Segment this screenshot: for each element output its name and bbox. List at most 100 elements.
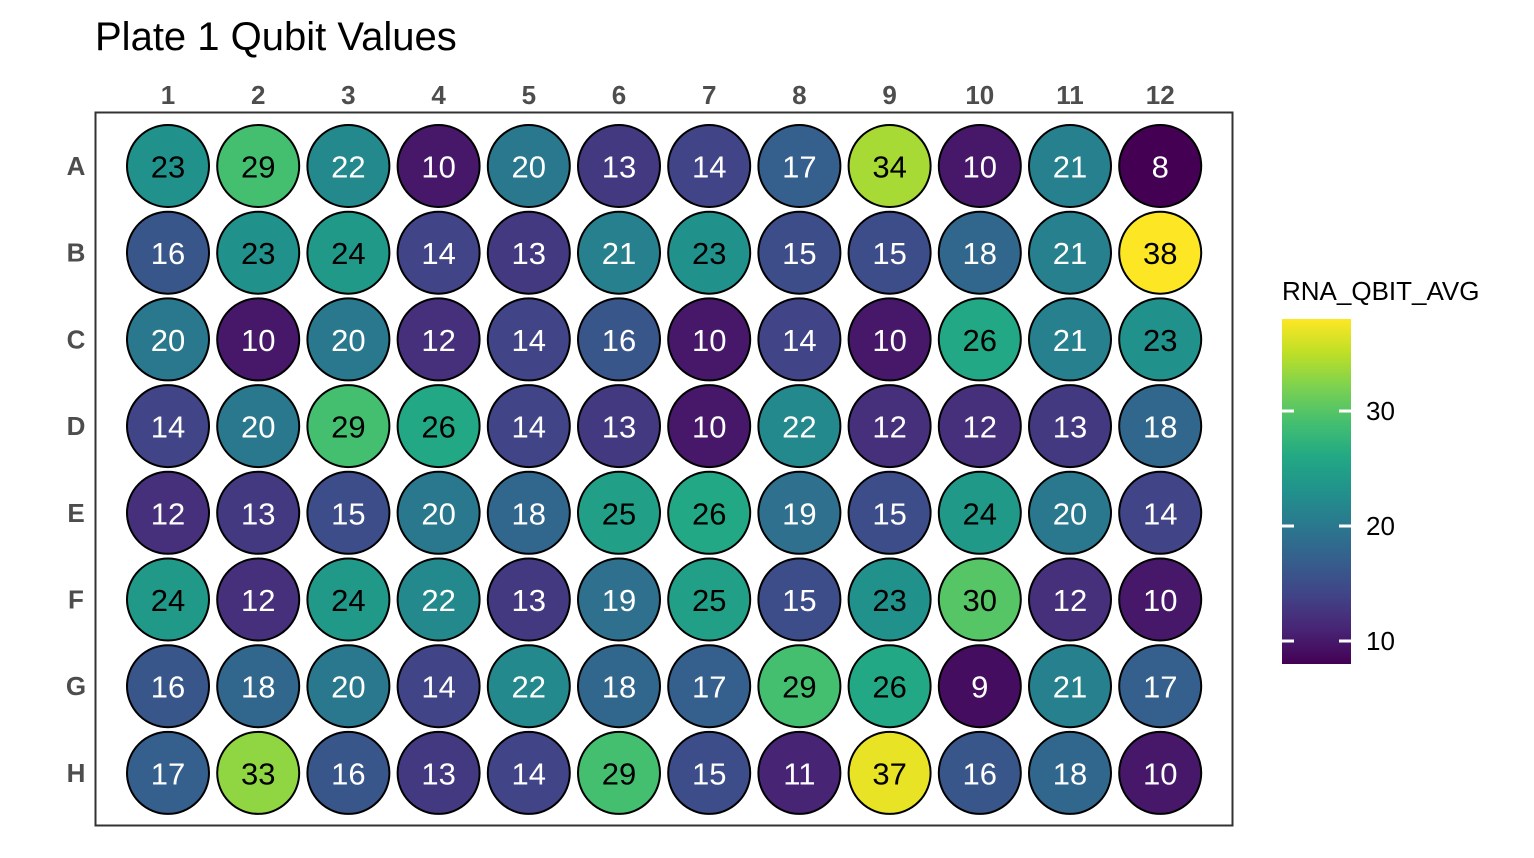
well-circle [667, 557, 752, 642]
well-value-label: 21 [1053, 323, 1087, 358]
well-value-label: 10 [872, 323, 906, 358]
well-circle [757, 730, 842, 815]
legend-tick-label: 10 [1366, 626, 1395, 656]
well-circle [757, 297, 842, 382]
column-label: 12 [1146, 80, 1175, 110]
well-circle [126, 557, 210, 642]
well-circle [757, 644, 842, 729]
well-value-label: 24 [151, 583, 185, 618]
well-value-label: 14 [151, 410, 185, 445]
row-label: D [67, 411, 86, 441]
well-circle [486, 124, 571, 208]
well-value-label: 17 [692, 670, 726, 705]
well-value-label: 14 [421, 670, 455, 705]
legend-ticks: 10 20 30 [1282, 396, 1395, 656]
well-circle [937, 470, 1022, 555]
well-circle [847, 124, 932, 208]
well-circle [1118, 644, 1203, 729]
well-value-label: 10 [1143, 756, 1177, 791]
wells: 23 29 22 10 20 13 14 17 34 10 21 8 16 23 24 14 13 21 23 15 1… [126, 124, 1203, 815]
well-value-label: 13 [512, 583, 546, 618]
well-circle [486, 297, 571, 382]
column-label: 6 [612, 80, 626, 110]
column-label: 3 [341, 80, 355, 110]
well-circle [1028, 210, 1112, 295]
well-value-label: 10 [692, 323, 726, 358]
well-value-label: 38 [1143, 236, 1177, 271]
well-circle [1118, 470, 1203, 555]
well-circle [1028, 124, 1112, 208]
well-value-label: 29 [241, 150, 275, 185]
plate-border [94, 111, 1234, 827]
well-circle [306, 557, 391, 642]
well-value-label: 12 [963, 410, 997, 445]
well-value-label: 15 [692, 756, 726, 791]
well-value-label: 26 [421, 410, 455, 445]
well-value-label: 15 [331, 496, 365, 531]
well-value-label: 12 [872, 410, 906, 445]
well-circle [216, 470, 301, 555]
well-value-label: 20 [331, 323, 365, 358]
well-value-label: 23 [872, 583, 906, 618]
well-value-label: 17 [1143, 670, 1177, 705]
legend-title: RNA_QBIT_AVG [1282, 276, 1479, 306]
well-circle [1118, 124, 1203, 208]
row-label: G [66, 671, 86, 701]
well-circle [126, 644, 210, 729]
well-value-label: 19 [602, 583, 636, 618]
well-circle [667, 470, 752, 555]
well-value-label: 20 [331, 670, 365, 705]
well-circle [306, 297, 391, 382]
well-value-label: 20 [241, 410, 275, 445]
well-circle [1118, 557, 1203, 642]
well-value-label: 13 [241, 496, 275, 531]
well-circle [937, 124, 1022, 208]
well-value-label: 29 [602, 756, 636, 791]
column-label: 9 [882, 80, 896, 110]
column-label: 1 [161, 80, 175, 110]
well-value-label: 19 [782, 496, 816, 531]
well-circle [847, 644, 932, 729]
well-circle [126, 124, 210, 208]
well-circle [577, 470, 661, 555]
well-circle [937, 730, 1022, 815]
well-circle [216, 297, 301, 382]
well-circle [847, 557, 932, 642]
well-value-label: 22 [782, 410, 816, 445]
well-value-label: 10 [241, 323, 275, 358]
row-label: H [67, 758, 86, 788]
well-circle [396, 470, 481, 555]
well-circle [667, 384, 752, 469]
well-value-label: 23 [241, 236, 275, 271]
well-circle [1028, 644, 1112, 729]
well-circle [486, 470, 571, 555]
well-value-label: 24 [331, 236, 365, 271]
row-label: A [67, 151, 86, 181]
well-circle [486, 557, 571, 642]
well-value-label: 9 [971, 670, 988, 705]
well-circle [1028, 384, 1112, 469]
well-value-label: 10 [692, 410, 726, 445]
well-circle [667, 124, 752, 208]
well-value-label: 12 [421, 323, 455, 358]
well-circle [577, 210, 661, 295]
well-value-label: 15 [782, 583, 816, 618]
column-label: 5 [522, 80, 536, 110]
legend: RNA_QBIT_AVG 10 20 30 [1282, 276, 1479, 664]
well-circle [486, 384, 571, 469]
well-value-label: 10 [1143, 583, 1177, 618]
well-circle [216, 644, 301, 729]
well-circle [577, 124, 661, 208]
well-circle [667, 210, 752, 295]
well-circle [126, 730, 210, 815]
well-value-label: 15 [782, 236, 816, 271]
well-circle [1118, 730, 1203, 815]
row-label: F [68, 585, 84, 615]
well-value-label: 37 [872, 756, 906, 791]
well-value-label: 12 [151, 496, 185, 531]
well-value-label: 22 [331, 150, 365, 185]
well-circle [667, 644, 752, 729]
well-value-label: 13 [602, 410, 636, 445]
row-label: B [67, 238, 86, 268]
